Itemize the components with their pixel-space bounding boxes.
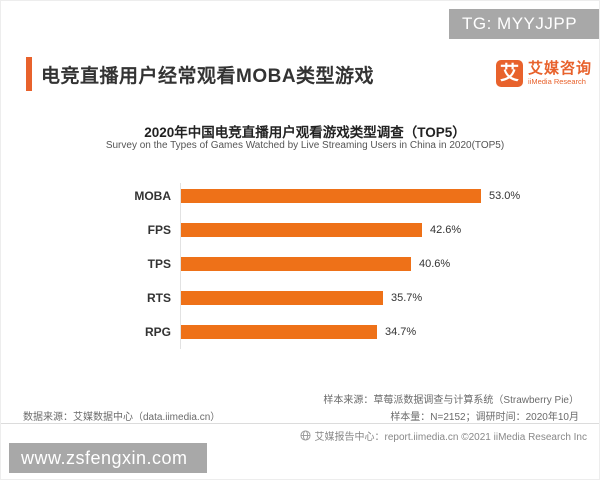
bar-row: MOBA 53.0% <box>1 189 599 203</box>
bar-row: TPS 40.6% <box>1 257 599 271</box>
report-center-text: 艾媒报告中心：report.iimedia.cn ©2021 iiMedia R… <box>314 432 587 443</box>
value-label: 40.6% <box>419 258 451 270</box>
y-axis-line <box>180 183 181 349</box>
bar <box>181 257 411 271</box>
category-label: MOBA <box>134 189 171 203</box>
category-label: FPS <box>147 223 171 237</box>
sample-source-note: 样本来源：草莓派数据调查与计算系统（Strawberry Pie） <box>323 395 579 406</box>
value-label: 42.6% <box>430 224 462 236</box>
bar-row: FPS 42.6% <box>1 223 599 237</box>
bar-row: RTS 35.7% <box>1 291 599 305</box>
logo-name-en: iiMedia Research <box>528 77 586 86</box>
page-title: 电竞直播用户经常观看MOBA类型游戏 <box>41 66 375 87</box>
bar <box>181 223 422 237</box>
iimedia-logo-icon: 艾 <box>496 60 523 87</box>
report-center-footer: 艾媒报告中心：report.iimedia.cn ©2021 iiMedia R… <box>299 428 587 443</box>
data-source-note: 数据来源：艾媒数据中心（data.iimedia.cn） <box>23 412 221 423</box>
value-label: 35.7% <box>391 292 423 304</box>
iimedia-logo: 艾 艾媒咨询 iiMedia Research <box>496 60 592 87</box>
category-label: TPS <box>147 257 171 271</box>
category-label: RTS <box>147 291 171 305</box>
chart-subtitle: Survey on the Types of Games Watched by … <box>105 140 505 151</box>
bar <box>181 325 377 339</box>
category-label: RPG <box>144 325 171 339</box>
value-label: 53.0% <box>489 190 521 202</box>
bar-row: RPG 34.7% <box>1 325 599 339</box>
sample-size-note: 样本量：N=2152；调研时间：2020年10月 <box>390 412 579 423</box>
accent-bar <box>26 57 32 91</box>
footer-divider <box>1 423 599 424</box>
bar <box>181 291 383 305</box>
iimedia-logo-text: 艾媒咨询 iiMedia Research <box>528 60 592 86</box>
chart-title: 2020年中国电竞直播用户观看游戏类型调查（TOP5） <box>144 125 466 140</box>
globe-icon <box>299 430 311 441</box>
bar-chart: MOBA 53.0% FPS 42.6% TPS 40.6% RTS 35.7% RPG 34.7… <box>1 181 599 351</box>
value-label: 34.7% <box>385 326 417 338</box>
logo-name-cn: 艾媒咨询 <box>528 60 593 77</box>
site-watermark-badge: www.zsfengxin.com <box>9 443 207 473</box>
bar <box>181 189 481 203</box>
telegram-watermark-badge: TG: MYYJJPP <box>449 9 599 39</box>
